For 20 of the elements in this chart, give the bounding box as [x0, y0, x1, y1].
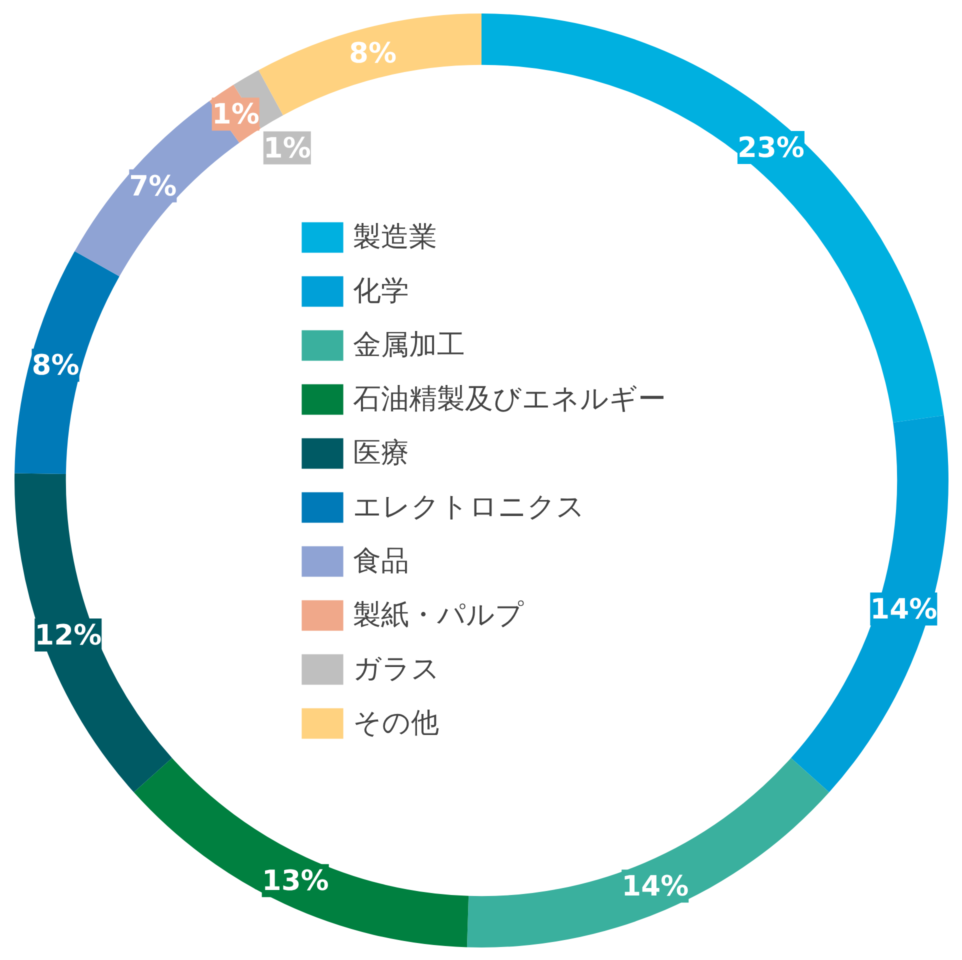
- legend-label: 食品: [353, 543, 409, 579]
- data-label: 23%: [737, 130, 804, 164]
- data-label: 12%: [34, 618, 102, 652]
- legend-label: 化学: [353, 273, 409, 309]
- legend-label: 石油精製及びエネルギー: [353, 381, 666, 417]
- data-label: 14%: [870, 592, 938, 626]
- legend-label: ガラス: [353, 651, 440, 687]
- legend-label: 製造業: [353, 219, 437, 255]
- data-label: 7%: [129, 169, 177, 202]
- data-label: 8%: [349, 36, 397, 70]
- data-label: 14%: [622, 870, 689, 903]
- data-label: 1%: [212, 98, 260, 131]
- data-label: 1%: [263, 131, 311, 164]
- legend-label: 金属加工: [353, 327, 465, 363]
- data-label: 8%: [32, 348, 80, 382]
- legend-label: その他: [353, 705, 439, 741]
- data-label: 13%: [262, 864, 329, 898]
- legend-label: エレクトロニクス: [353, 489, 585, 525]
- legend-label: 医療: [353, 435, 409, 471]
- legend-label: 製紙・パルプ: [353, 597, 524, 633]
